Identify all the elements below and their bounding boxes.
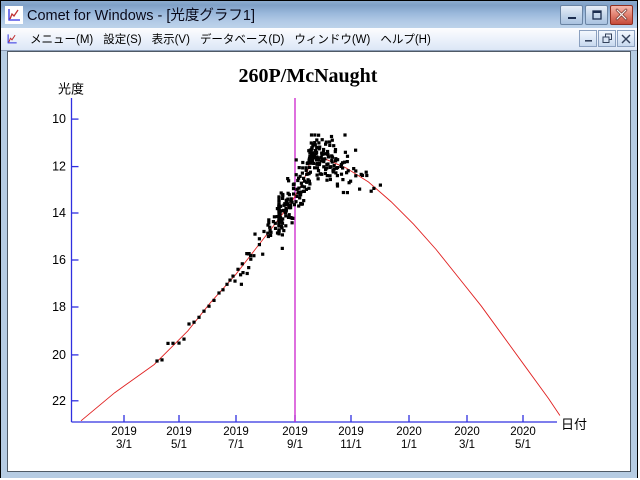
svg-text:2019: 2019 [223, 426, 249, 438]
svg-text:2020: 2020 [454, 426, 480, 438]
svg-text:7/1: 7/1 [228, 439, 244, 451]
svg-text:光度: 光度 [58, 82, 84, 97]
svg-text:12: 12 [52, 160, 66, 174]
svg-text:260P/McNaught: 260P/McNaught [239, 65, 378, 87]
svg-text:10: 10 [52, 112, 66, 126]
svg-text:14: 14 [52, 206, 66, 220]
svg-text:2020: 2020 [510, 426, 536, 438]
svg-text:5/1: 5/1 [171, 439, 187, 451]
svg-text:18: 18 [52, 300, 66, 314]
svg-text:2020: 2020 [396, 426, 422, 438]
svg-text:2019: 2019 [166, 426, 192, 438]
svg-text:3/1: 3/1 [459, 439, 475, 451]
svg-text:2019: 2019 [111, 426, 137, 438]
svg-text:11/1: 11/1 [340, 439, 362, 451]
svg-text:20: 20 [52, 348, 66, 362]
svg-text:16: 16 [52, 253, 66, 267]
svg-text:3/1: 3/1 [116, 439, 132, 451]
svg-text:日付: 日付 [561, 417, 587, 432]
svg-text:22: 22 [52, 394, 66, 408]
svg-text:2019: 2019 [338, 426, 364, 438]
svg-text:5/1: 5/1 [515, 439, 531, 451]
svg-text:1/1: 1/1 [401, 439, 417, 451]
svg-text:2019: 2019 [282, 426, 308, 438]
svg-text:9/1: 9/1 [287, 439, 303, 451]
